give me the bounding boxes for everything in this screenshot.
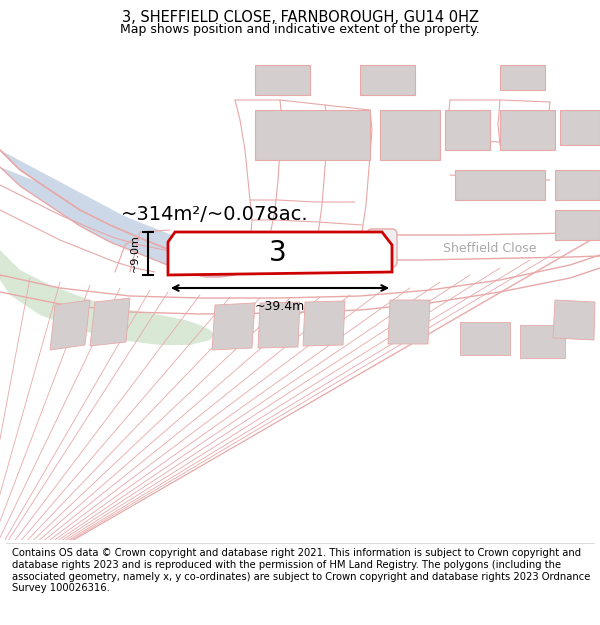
Polygon shape [455, 170, 545, 200]
Text: ~39.4m: ~39.4m [255, 300, 305, 313]
Polygon shape [0, 50, 215, 345]
Text: 3, SHEFFIELD CLOSE, FARNBOROUGH, GU14 0HZ: 3, SHEFFIELD CLOSE, FARNBOROUGH, GU14 0H… [121, 10, 479, 25]
Text: Sheffield Close: Sheffield Close [443, 241, 537, 254]
Polygon shape [90, 298, 130, 346]
Polygon shape [388, 300, 430, 344]
Polygon shape [520, 325, 565, 358]
Text: Map shows position and indicative extent of the property.: Map shows position and indicative extent… [120, 23, 480, 36]
Polygon shape [445, 110, 490, 150]
Text: ~9.0m: ~9.0m [130, 234, 140, 272]
Polygon shape [500, 65, 545, 90]
Polygon shape [460, 322, 510, 355]
Polygon shape [553, 300, 595, 340]
Polygon shape [50, 300, 90, 350]
Polygon shape [555, 210, 600, 240]
Text: Contains OS data © Crown copyright and database right 2021. This information is : Contains OS data © Crown copyright and d… [12, 549, 590, 593]
Polygon shape [258, 302, 300, 348]
FancyBboxPatch shape [367, 229, 397, 267]
Text: ~314m²/~0.078ac.: ~314m²/~0.078ac. [121, 206, 309, 224]
Polygon shape [560, 110, 600, 145]
Polygon shape [255, 65, 310, 95]
Polygon shape [212, 303, 255, 350]
Text: 3: 3 [269, 239, 287, 267]
Polygon shape [168, 232, 392, 275]
Polygon shape [555, 170, 600, 200]
Polygon shape [500, 110, 555, 150]
Polygon shape [360, 65, 415, 95]
Polygon shape [0, 150, 235, 277]
Polygon shape [303, 301, 345, 346]
Polygon shape [380, 110, 440, 160]
Polygon shape [255, 110, 370, 160]
